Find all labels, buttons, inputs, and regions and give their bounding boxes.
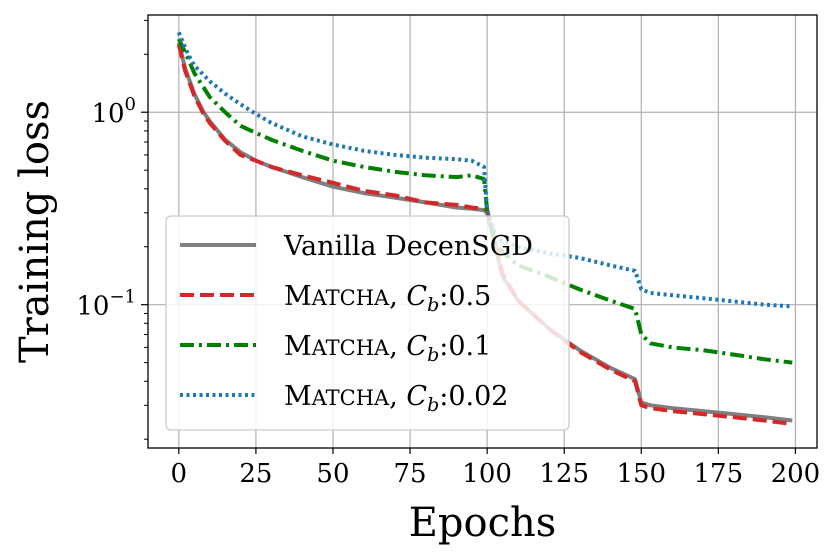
legend-label-3: MATCHA, Cb:0.02 [284, 381, 508, 416]
legend-box [165, 215, 570, 431]
legend-label-1: MATCHA, Cb:0.5 [284, 281, 491, 316]
legend-label-2: MATCHA, Cb:0.1 [284, 331, 491, 366]
x-tick-label: 25 [239, 459, 272, 489]
x-axis-title: Epochs [409, 500, 557, 546]
series-line-2 [176, 38, 793, 365]
x-tick-label: 150 [616, 459, 666, 489]
series-line-1 [176, 43, 793, 426]
legend: Vanilla DecenSGD MATCHA, Cb:0.5 MATCHA, Cb… [165, 215, 570, 431]
x-tick-label: 175 [694, 459, 744, 489]
series-line-3 [176, 31, 793, 309]
legend-label-0: Vanilla DecenSGD [283, 231, 533, 262]
x-tick-label: 125 [539, 459, 589, 489]
y-tick-label: 10−1 [76, 287, 136, 322]
ticks: 0 25 50 75 100 125 150 175 200 100 10−1 [76, 19, 821, 489]
x-tick-label: 200 [771, 459, 821, 489]
x-tick-label: 50 [316, 459, 349, 489]
y-axis-title: Training loss [12, 100, 58, 363]
y-tick-label: 100 [91, 94, 136, 129]
x-tick-label: 100 [462, 459, 512, 489]
x-tick-label: 75 [394, 459, 427, 489]
plot-frame [147, 14, 818, 449]
series-layer [176, 31, 793, 426]
x-tick-label: 0 [171, 459, 188, 489]
